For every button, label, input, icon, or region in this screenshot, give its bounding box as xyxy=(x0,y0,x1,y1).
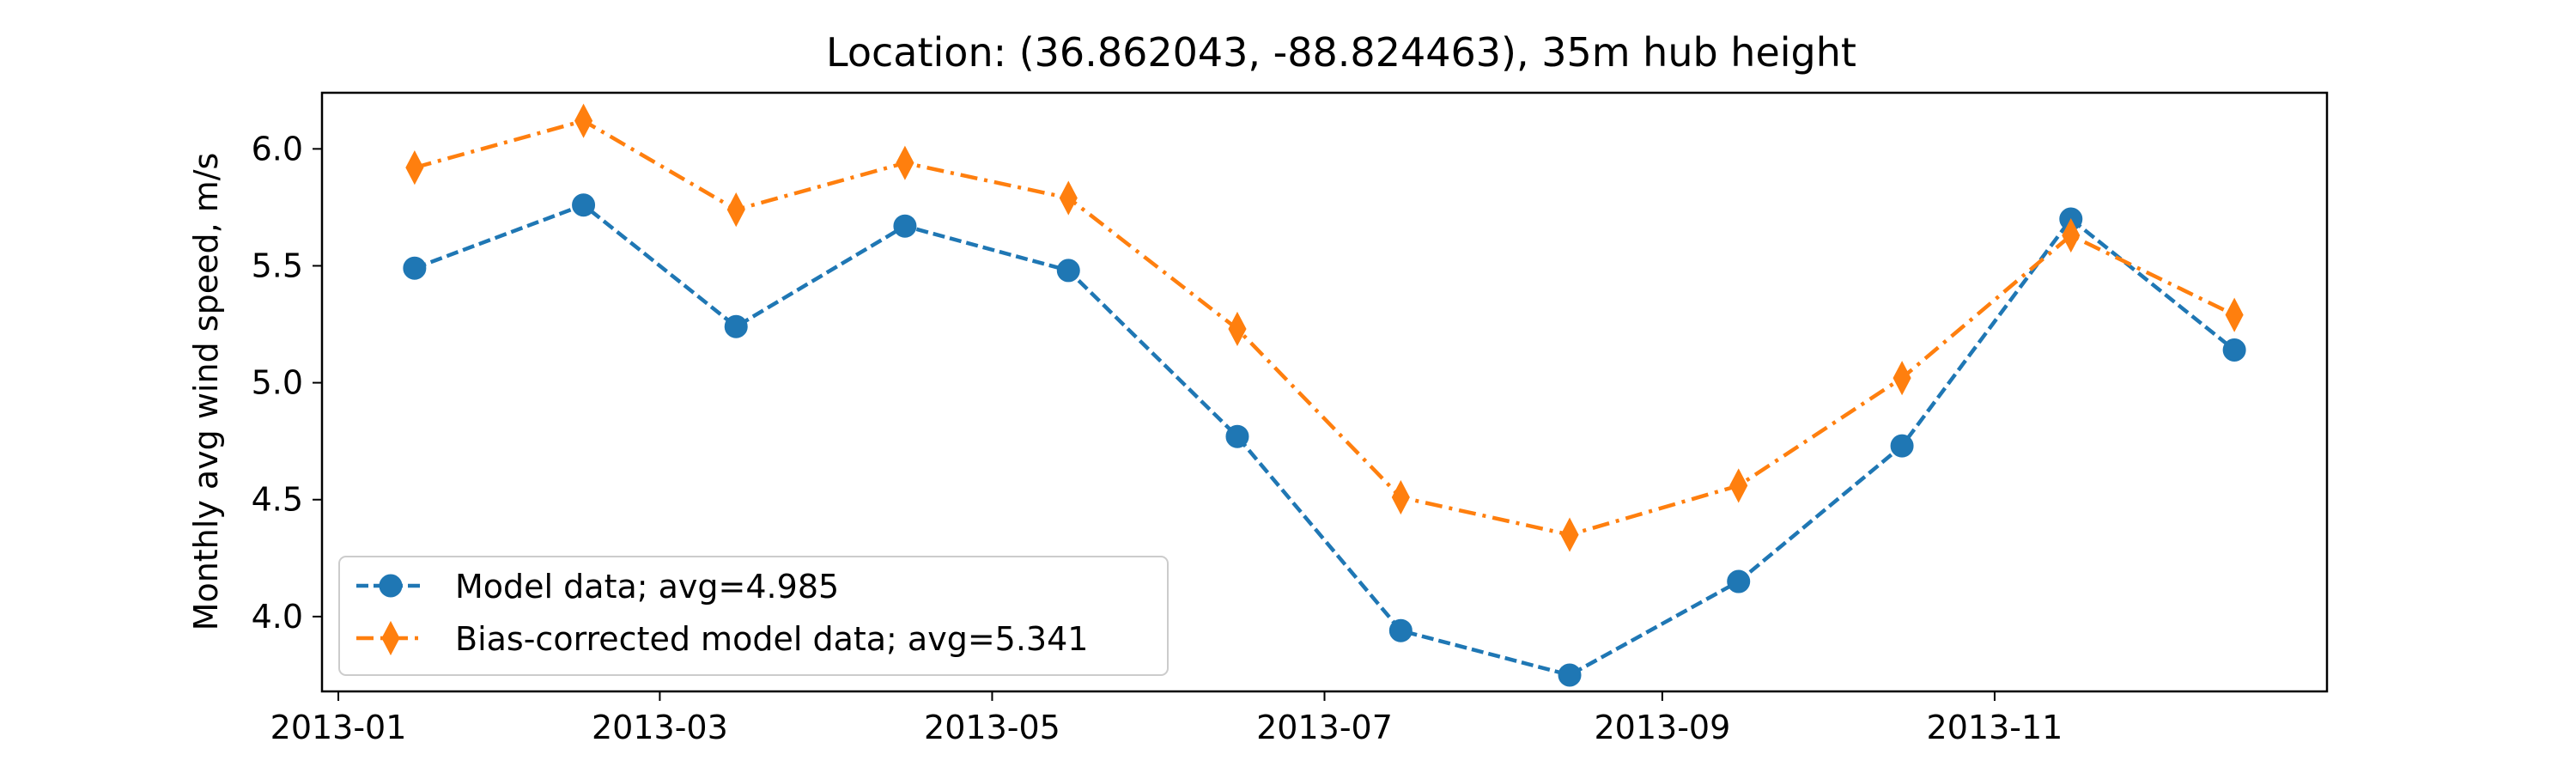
data-point xyxy=(1388,618,1413,642)
data-point xyxy=(1056,259,1080,283)
data-point xyxy=(1059,180,1078,216)
x-tick-label: 2013-03 xyxy=(592,709,728,746)
y-tick-label: 4.0 xyxy=(252,598,303,636)
y-tick-label: 5.5 xyxy=(252,247,303,284)
data-point xyxy=(574,103,593,138)
data-point xyxy=(1893,361,1911,396)
chart-title: Location: (36.862043, -88.824463), 35m h… xyxy=(826,29,1856,76)
legend-label-model: Model data; avg=4.985 xyxy=(455,568,839,606)
series-0 xyxy=(403,193,2246,687)
y-axis-label: Monthly avg wind speed, m/s xyxy=(187,153,225,631)
data-point xyxy=(896,145,914,180)
y-tick-label: 4.5 xyxy=(252,481,303,519)
data-point xyxy=(1391,479,1410,515)
x-tick-label: 2013-01 xyxy=(270,709,407,746)
legend-entry-model: Model data; avg=4.985 xyxy=(356,568,839,606)
x-tick-label: 2013-05 xyxy=(924,709,1060,746)
data-point xyxy=(1890,434,1914,458)
data-point xyxy=(1558,663,1582,687)
data-point xyxy=(2222,338,2246,362)
data-point xyxy=(2225,297,2244,332)
legend-label-bias-corrected: Bias-corrected model data; avg=5.341 xyxy=(455,620,1088,658)
legend-marker xyxy=(381,620,400,656)
series-1 xyxy=(405,103,2244,552)
series-layer xyxy=(403,103,2246,687)
series-line xyxy=(414,203,2236,678)
data-point xyxy=(2062,218,2081,253)
data-point xyxy=(1727,569,1751,593)
data-point xyxy=(724,314,748,338)
x-tick-label: 2013-07 xyxy=(1256,709,1393,746)
x-axis: 2013-01 2013-03 2013-05 2013-07 2013-09 2013-… xyxy=(270,691,2063,746)
data-point xyxy=(572,193,596,217)
legend-frame xyxy=(338,556,1169,676)
legend: Model data; avg=4.985 Bias-corrected mod… xyxy=(338,556,1169,676)
x-tick-label: 2013-09 xyxy=(1595,709,1731,746)
y-tick-label: 5.0 xyxy=(252,364,303,402)
x-tick-label: 2013-11 xyxy=(1927,709,2063,746)
y-tick-label: 6.0 xyxy=(252,130,303,167)
legend-entry-bias-corrected: Bias-corrected model data; avg=5.341 xyxy=(356,620,1088,658)
data-point xyxy=(1228,311,1247,347)
series-line xyxy=(414,119,2236,537)
data-point xyxy=(726,192,745,228)
data-point xyxy=(893,214,917,238)
data-point xyxy=(1729,468,1748,503)
data-point xyxy=(403,256,427,280)
data-point xyxy=(1560,517,1579,552)
legend-marker xyxy=(379,574,403,598)
data-point xyxy=(1225,424,1249,448)
data-point xyxy=(405,150,424,186)
y-axis: 4.0 4.5 5.0 5.5 6.0 xyxy=(252,130,322,636)
